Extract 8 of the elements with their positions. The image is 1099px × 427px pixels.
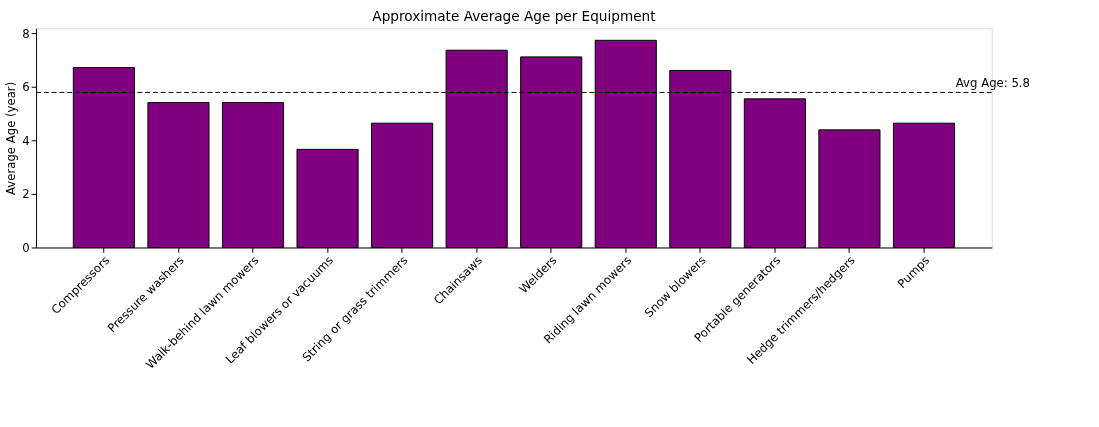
y-tick-label: 0: [22, 240, 30, 255]
y-tick-label: 6: [22, 80, 30, 95]
y-tick-label: 4: [22, 133, 30, 148]
chart-title: Approximate Average Age per Equipment: [372, 7, 657, 24]
y-axis-title: Average Age (year): [4, 81, 19, 195]
y-tick-label: 8: [22, 27, 30, 42]
ref-line-label: Avg Age: 5.8: [955, 75, 1030, 90]
y-tick-label: 2: [22, 187, 30, 202]
